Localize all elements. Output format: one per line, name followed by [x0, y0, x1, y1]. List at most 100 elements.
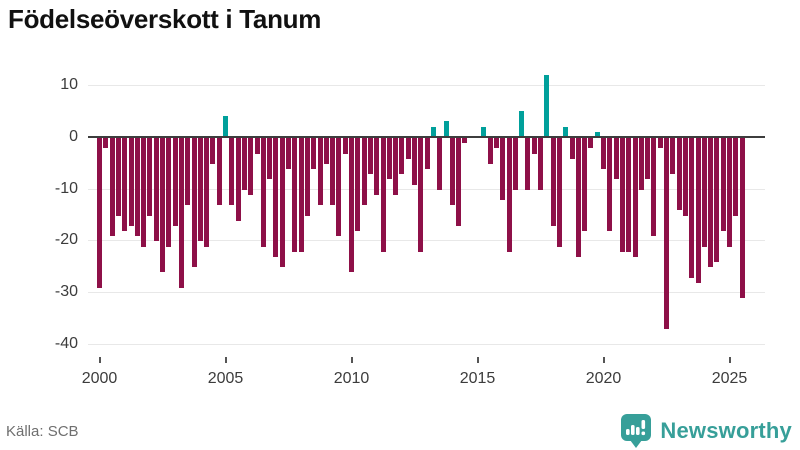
- data-bar: [443, 121, 449, 137]
- data-bar: [109, 138, 115, 237]
- y-axis-label: -20: [54, 231, 78, 249]
- data-bar: [279, 138, 285, 268]
- data-bar: [412, 138, 417, 185]
- newsworthy-badge-icon: [621, 414, 652, 448]
- data-bar: [607, 138, 613, 232]
- data-bar: [342, 138, 348, 154]
- data-bar: [714, 138, 720, 263]
- data-bar: [286, 138, 291, 170]
- data-bar: [97, 138, 102, 288]
- data-bar: [676, 138, 682, 211]
- data-bar: [160, 138, 165, 273]
- data-bar: [267, 138, 273, 180]
- data-bar: [386, 138, 392, 180]
- data-bar: [594, 131, 600, 137]
- data-bar: [512, 138, 518, 190]
- data-bar: [670, 138, 676, 175]
- data-bar: [147, 138, 153, 216]
- data-bar: [223, 116, 228, 137]
- data-bar: [323, 138, 329, 164]
- y-axis-label: 0: [69, 128, 78, 145]
- data-bar: [632, 138, 638, 257]
- data-bar: [418, 138, 424, 252]
- data-bar: [260, 138, 266, 247]
- data-bar: [651, 138, 657, 237]
- data-bar: [298, 138, 304, 252]
- data-bar: [569, 138, 575, 159]
- x-axis-label: 2025: [711, 370, 748, 387]
- data-bar: [701, 138, 707, 247]
- data-bar: [141, 138, 147, 247]
- data-bar: [613, 138, 619, 180]
- data-bar: [380, 138, 386, 252]
- y-axis-label: -40: [54, 334, 78, 352]
- data-bar: [500, 138, 506, 201]
- y-axis-label: -10: [54, 179, 78, 197]
- data-bar: [304, 138, 310, 216]
- data-bar: [115, 138, 121, 216]
- data-bar: [185, 138, 191, 206]
- data-bar: [519, 111, 525, 137]
- x-axis-label: 2015: [459, 370, 496, 387]
- data-bar: [449, 138, 455, 206]
- data-bar: [487, 138, 493, 164]
- data-bar: [349, 138, 354, 273]
- x-axis-label: 2020: [585, 370, 622, 387]
- data-bar: [657, 138, 663, 149]
- data-bar: [254, 138, 260, 154]
- data-bar: [437, 138, 443, 190]
- x-axis-tick: [224, 357, 227, 363]
- data-bar: [191, 138, 197, 268]
- data-bar: [664, 138, 669, 330]
- data-bar: [626, 138, 632, 252]
- x-axis-label: 2000: [81, 370, 118, 387]
- gridline: [88, 292, 765, 294]
- data-bar: [216, 138, 222, 206]
- data-bar: [538, 138, 543, 190]
- source-note: Källa: SCB: [6, 423, 79, 440]
- gridline: [88, 343, 765, 345]
- data-bar: [739, 138, 745, 299]
- data-bar: [424, 138, 430, 170]
- data-bar: [367, 138, 373, 175]
- gridline: [88, 85, 765, 87]
- data-bar: [506, 138, 512, 252]
- data-bar: [544, 74, 550, 137]
- y-axis-label: -30: [54, 283, 78, 301]
- x-axis-tick: [602, 357, 605, 363]
- plot-area: 10 0 -10 -20 -30 -40 2000 2005 2010 2015 2020 2025: [55, 70, 765, 387]
- data-bar: [317, 138, 323, 206]
- data-bar: [128, 138, 134, 226]
- data-bar: [393, 138, 399, 195]
- data-bar: [481, 126, 487, 137]
- data-bar: [525, 138, 531, 190]
- data-bar: [273, 138, 279, 257]
- data-bar: [531, 138, 537, 154]
- data-bar: [619, 138, 625, 252]
- data-bar: [399, 138, 405, 175]
- gridline: [88, 240, 765, 242]
- x-axis-tick: [98, 357, 101, 363]
- data-bar: [172, 138, 178, 226]
- data-bar: [355, 138, 361, 232]
- data-bar: [330, 138, 336, 206]
- data-bar: [166, 138, 172, 247]
- x-axis-tick: [476, 357, 479, 363]
- data-bar: [241, 138, 247, 190]
- data-bar: [122, 138, 128, 232]
- data-bar: [197, 138, 203, 242]
- data-bar: [374, 138, 380, 195]
- zero-line: [88, 136, 765, 138]
- data-bar: [210, 138, 216, 164]
- data-bar: [336, 138, 342, 237]
- data-bar: [456, 138, 462, 226]
- data-bar: [588, 138, 594, 149]
- y-axis-label: 10: [60, 76, 78, 94]
- data-bar: [582, 138, 588, 232]
- data-bar: [601, 138, 606, 170]
- data-bar: [563, 126, 569, 137]
- data-bar: [248, 138, 254, 195]
- x-axis-tick: [350, 357, 353, 363]
- data-bar: [361, 138, 367, 206]
- data-bar: [575, 138, 581, 257]
